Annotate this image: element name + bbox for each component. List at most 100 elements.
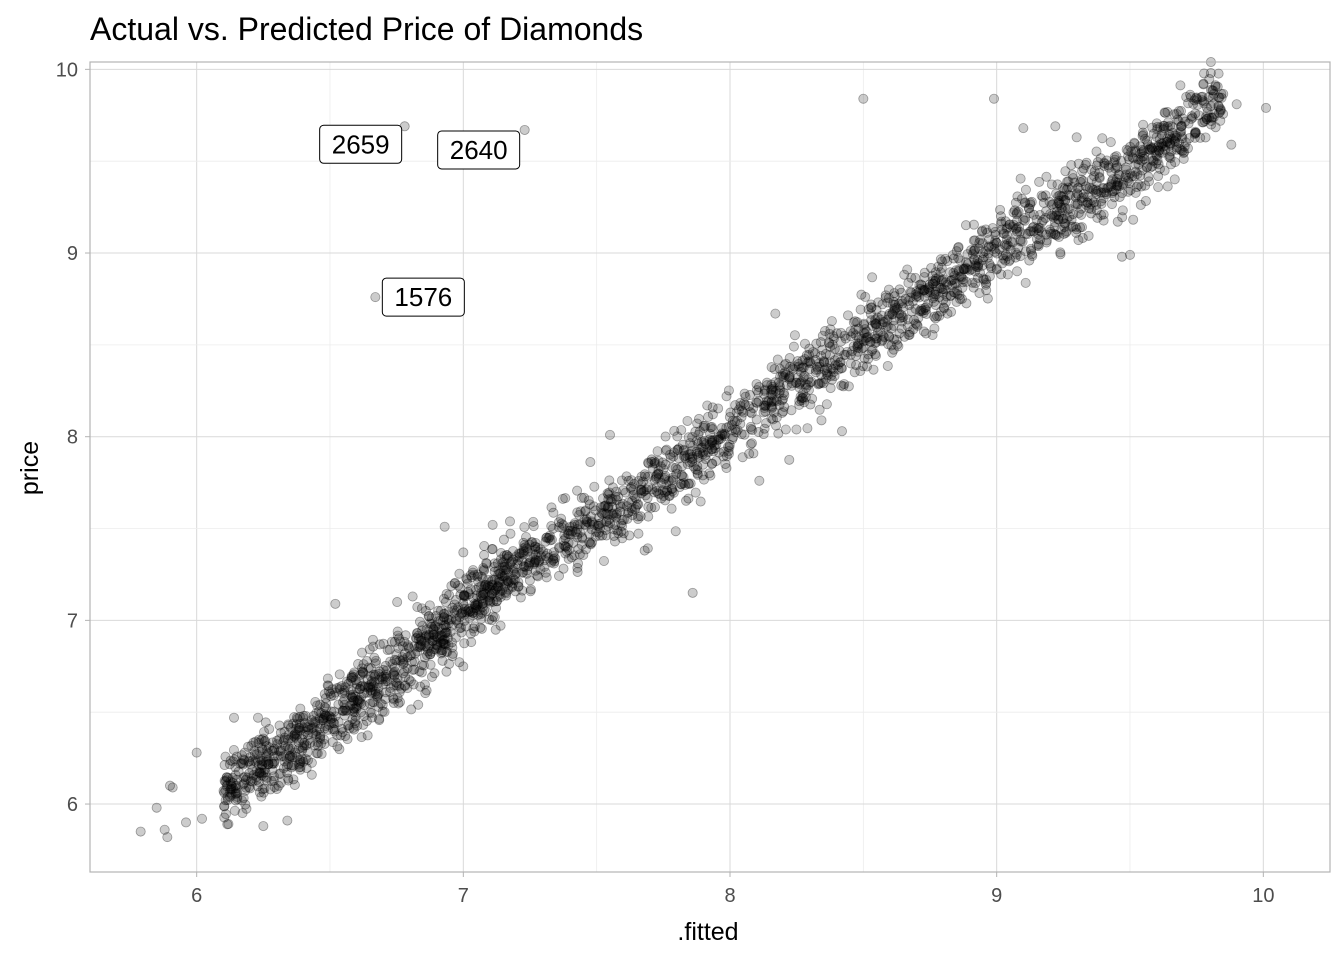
data-point: [672, 464, 683, 475]
data-point: [1067, 169, 1078, 180]
data-point: [1109, 154, 1120, 165]
data-point: [1046, 210, 1057, 221]
data-point: [239, 747, 250, 758]
data-point: [1015, 173, 1026, 184]
data-point: [1153, 182, 1164, 193]
data-point: [227, 772, 238, 783]
data-point: [894, 313, 905, 324]
data-point: [342, 720, 353, 731]
data-point: [225, 791, 236, 802]
data-point: [284, 752, 295, 763]
data-point: [607, 494, 618, 505]
data-point: [330, 598, 341, 609]
data-point: [666, 476, 677, 487]
data-point: [870, 314, 881, 325]
data-point: [904, 329, 915, 340]
data-point: [1017, 236, 1028, 247]
data-point: [734, 404, 745, 415]
data-point: [850, 350, 861, 361]
data-point: [364, 707, 375, 718]
data-point: [949, 287, 960, 298]
data-point: [319, 738, 330, 749]
data-point: [581, 514, 592, 525]
data-point: [573, 558, 584, 569]
data-point: [332, 741, 343, 752]
data-point: [934, 292, 945, 303]
data-point: [1151, 158, 1162, 169]
data-point: [744, 448, 755, 459]
data-point: [687, 587, 698, 598]
data-point: [961, 257, 972, 268]
data-point: [294, 722, 305, 733]
data-point: [495, 586, 506, 597]
data-point: [661, 444, 672, 455]
data-point: [951, 246, 962, 257]
data-point: [373, 668, 384, 679]
data-point: [1105, 137, 1116, 148]
data-point: [275, 745, 286, 756]
data-point: [271, 735, 282, 746]
data-point: [414, 616, 425, 627]
data-point: [1142, 161, 1153, 172]
data-point: [766, 397, 777, 408]
data-point: [484, 595, 495, 606]
data-point: [687, 431, 698, 442]
data-point: [715, 430, 726, 441]
data-point: [735, 397, 746, 408]
data-point: [780, 358, 791, 369]
data-point: [942, 279, 953, 290]
data-point: [935, 267, 946, 278]
data-point: [748, 448, 759, 459]
data-point: [1066, 182, 1077, 193]
data-point: [784, 454, 795, 465]
data-point: [600, 500, 611, 511]
data-point: [1097, 133, 1108, 144]
data-point: [613, 528, 624, 539]
data-point: [1138, 119, 1149, 130]
data-point: [896, 323, 907, 334]
data-point: [339, 703, 350, 714]
data-point: [402, 652, 413, 663]
data-point: [489, 558, 500, 569]
data-point: [1170, 132, 1181, 143]
data-point: [646, 502, 657, 513]
data-point: [870, 319, 881, 330]
data-point: [1045, 226, 1056, 237]
data-point: [419, 679, 430, 690]
data-point: [1136, 181, 1147, 192]
data-point: [817, 344, 828, 355]
data-point: [598, 493, 609, 504]
data-point: [1128, 153, 1139, 164]
data-point: [961, 298, 972, 309]
data-point: [1098, 183, 1109, 194]
data-point: [813, 378, 824, 389]
data-point: [295, 703, 306, 714]
data-point: [649, 487, 660, 498]
data-point: [1118, 178, 1129, 189]
data-point: [254, 767, 265, 778]
data-point: [919, 272, 930, 283]
data-point: [616, 518, 627, 529]
data-point: [443, 606, 454, 617]
data-point: [414, 666, 425, 677]
data-point: [1207, 85, 1218, 96]
data-point: [607, 501, 618, 512]
data-point: [263, 759, 274, 770]
data-point: [508, 563, 519, 574]
data-point: [309, 740, 320, 751]
data-point: [587, 517, 598, 528]
data-point: [833, 352, 844, 363]
data-point: [497, 585, 508, 596]
data-point: [690, 487, 701, 498]
data-point: [899, 269, 910, 280]
data-point: [546, 521, 557, 532]
data-point: [970, 259, 981, 270]
data-point: [1072, 199, 1083, 210]
data-point: [1058, 194, 1069, 205]
data-point: [745, 406, 756, 417]
data-point: [289, 729, 300, 740]
data-point: [517, 585, 528, 596]
data-point: [1167, 127, 1178, 138]
point-label: 2640: [450, 135, 508, 165]
data-point: [788, 341, 799, 352]
